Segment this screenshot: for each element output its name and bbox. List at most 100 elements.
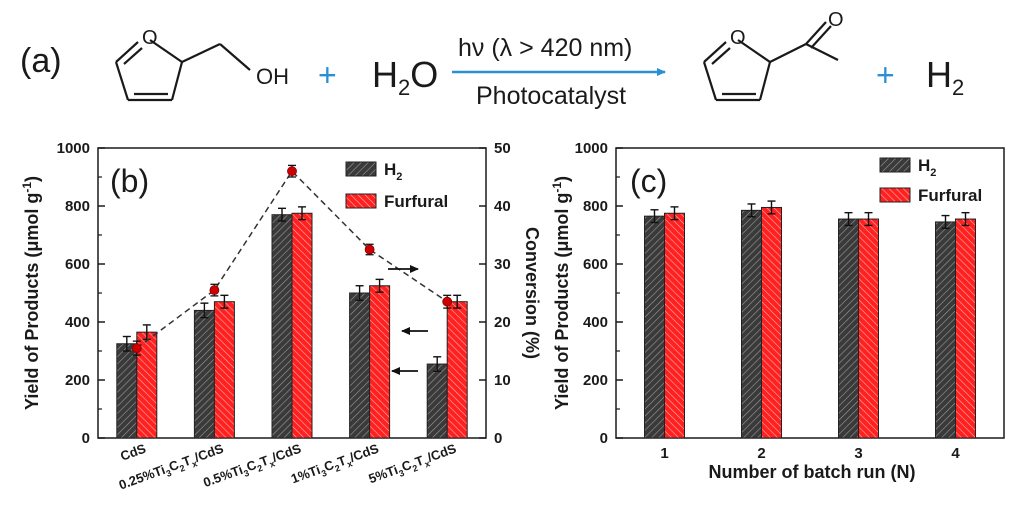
- panel-b-bar-h2: [271, 214, 293, 439]
- panel-b-category-label-part: 2: [256, 463, 264, 474]
- panel-c-legend: H2 Furfural: [879, 156, 982, 205]
- panel-b-conversion-point: [131, 343, 142, 354]
- panel-c-category-label: 2: [757, 445, 765, 462]
- water-formula: H2O: [372, 54, 438, 100]
- panel-c-y-tick-label: 0: [600, 430, 608, 447]
- panel-c-y-ticks: 0 200 400 600 800 1000: [575, 140, 623, 447]
- panel-b-category-label-part: 2: [411, 463, 419, 474]
- panel-b-bar-furfural: [446, 301, 468, 439]
- panel-b-category-label-part: 2: [333, 463, 341, 474]
- panel-b-y-tick-label: 800: [65, 198, 90, 215]
- panel-b-category-label-part: /CdS: [192, 441, 225, 465]
- panel-b-category-label-part: 3: [165, 468, 173, 479]
- furfural-ring-oxygen-label: O: [730, 27, 746, 49]
- panel-b-bars: [116, 206, 468, 439]
- panel-b-category-label-part: /CdS: [425, 441, 458, 465]
- panel-b-category-label-part: 3: [320, 468, 328, 479]
- panel-b-y2-tick-label: 0: [494, 430, 502, 447]
- panel-b-y2-axis-label: Conversion (%): [522, 227, 542, 359]
- panel-b-category-label-part: 3: [242, 468, 250, 479]
- panel-b-y2-tick-label: 10: [494, 372, 511, 389]
- panel-c-y-tick-label: 600: [583, 256, 608, 273]
- panel-b-y2-tick-label: 40: [494, 198, 511, 215]
- furfuryl-alcohol-structure: [114, 39, 251, 102]
- panel-b-bar-furfural: [213, 301, 235, 439]
- panel-c-label: (c): [630, 163, 667, 199]
- panel-c-category-label: 3: [854, 445, 862, 462]
- panel-c-bar-h2: [741, 209, 762, 439]
- panel-b-conversion-point: [442, 296, 453, 307]
- furfural-structure: [702, 21, 839, 102]
- panel-c-bar-furfural: [761, 206, 782, 439]
- photocatalyst-label: Photocatalyst: [476, 82, 626, 110]
- panel-c-y-tick-label: 1000: [575, 140, 608, 157]
- panel-b-legend: H2 Furfural: [345, 160, 448, 211]
- panel-b-category-labels: CdS0.25%Ti3C2Tx/CdS0.5%Ti3C2Tx/CdS1%Ti3C…: [117, 441, 460, 493]
- panel-c-y-tick-label: 200: [583, 372, 608, 389]
- panel-b-y-axis-label: Yield of Products (μmol g-1): [20, 176, 42, 410]
- panel-b-y-tick-label: 600: [65, 256, 90, 273]
- panel-b-conversion-point: [209, 285, 220, 296]
- panel-b-legend-swatch-h2: [345, 161, 377, 177]
- panel-b-category-label-part: 0.5%Ti: [201, 462, 245, 490]
- panel-b-y-tick-label: 0: [82, 430, 90, 447]
- panel-b-bar-h2: [426, 363, 448, 439]
- panel-b-y-tick-label: 400: [65, 314, 90, 331]
- panel-c-category-labels: 1 2 3 4: [660, 445, 960, 462]
- hydrogen-formula: H2: [926, 54, 964, 100]
- panel-b-category-label-part: CdS: [118, 441, 148, 464]
- panel-c-bars: [644, 200, 976, 439]
- panel-c-x-axis-label: Number of batch run (N): [709, 462, 916, 482]
- panel-b-legend-swatch-furfural: [345, 193, 377, 209]
- panel-b-category-label-part: 3: [398, 468, 406, 479]
- plus-sign-2: +: [876, 57, 895, 93]
- panel-b-y2-tick-label: 30: [494, 256, 511, 273]
- panel-b-bar-h2: [349, 292, 371, 439]
- panel-c-y-tick-label: 800: [583, 198, 608, 215]
- chart-panel-c: (c) Yield of Products (μmol g-1) Number …: [550, 140, 1005, 482]
- panel-a-label: (a): [20, 42, 62, 80]
- panel-b-legend-label-h2: H2: [384, 160, 402, 183]
- panel-b-legend-label-furfural: Furfural: [384, 192, 448, 211]
- panel-b-bar-h2: [116, 343, 138, 439]
- panel-c-category-label: 1: [660, 445, 668, 462]
- panel-b-y-ticks: 0 200 400 600 800 1000: [57, 140, 105, 447]
- panel-c-y-tick-label: 400: [583, 314, 608, 331]
- panel-c-bar-furfural: [955, 218, 976, 439]
- panel-b-conversion-line: [136, 170, 448, 349]
- panel-b-category-label-part: 1%Ti: [289, 462, 322, 486]
- panel-c-legend-label-furfural: Furfural: [918, 186, 982, 205]
- panel-c-bar-h2: [838, 218, 859, 439]
- panel-b-bar-furfural: [291, 212, 313, 439]
- plus-sign-1: +: [318, 57, 337, 93]
- panel-b-category-label-part: x: [268, 458, 276, 469]
- panel-c-legend-swatch-h2: [879, 157, 911, 173]
- panel-b-y-tick-label: 1000: [57, 140, 90, 157]
- panel-b-category-label: CdS: [118, 441, 148, 464]
- panel-b-category-label-part: 2: [178, 463, 186, 474]
- panel-b-y-tick-label: 200: [65, 372, 90, 389]
- panel-b-category-label-part: x: [346, 458, 354, 469]
- panel-b-y2-tick-label: 50: [494, 140, 511, 157]
- panel-b-conversion-point: [364, 244, 375, 255]
- panel-b-category-label-part: 5%Ti: [367, 462, 400, 486]
- panel-c-y-axis-label: Yield of Products (μmol g-1): [550, 176, 572, 410]
- panel-b-y2-tick-label: 20: [494, 314, 511, 331]
- panel-c-bar-furfural: [858, 218, 879, 439]
- furfural-carbonyl-oxygen-label: O: [828, 9, 844, 31]
- panel-b-category-label-part: x: [190, 458, 198, 469]
- panel-c-bar-h2: [935, 221, 956, 439]
- panel-b-label: (b): [110, 163, 149, 199]
- panel-b-conversion-series: [131, 164, 453, 356]
- panel-b-category-label: 5%Ti3C2Tx/CdS: [367, 441, 460, 490]
- panel-c-category-label: 4: [951, 445, 960, 462]
- furan-oxygen-label: O: [142, 27, 158, 49]
- light-condition-label: hν (λ > 420 nm): [458, 34, 632, 62]
- panel-b-bar-h2: [193, 309, 215, 439]
- reaction-scheme: (a) O OH + H2O hν (λ > 420 nm) Photocata…: [20, 9, 964, 110]
- hydroxyl-label: OH: [256, 64, 289, 89]
- panel-c-legend-label-h2: H2: [918, 156, 936, 179]
- panel-b-category-label-part: /CdS: [348, 441, 381, 465]
- panel-b-conversion-point: [287, 166, 297, 177]
